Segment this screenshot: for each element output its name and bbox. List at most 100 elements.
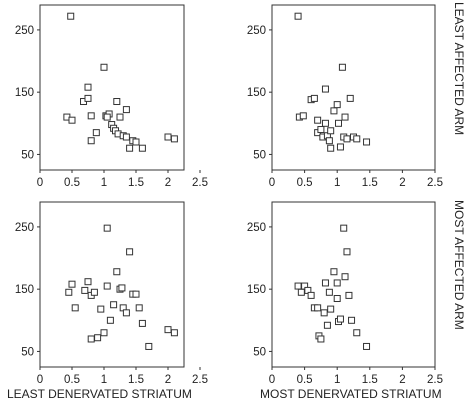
- data-point: [333, 295, 341, 303]
- x-tick-label: 0.5: [297, 374, 313, 386]
- data-point: [116, 113, 124, 121]
- x-tick-label: 0.5: [64, 374, 80, 386]
- data-point: [343, 135, 351, 143]
- data-point: [164, 133, 172, 141]
- y-tick-label: 50: [21, 149, 34, 161]
- data-point: [314, 116, 322, 124]
- data-point: [336, 143, 344, 151]
- data-point: [325, 137, 333, 145]
- x-tick-label: 0: [37, 177, 43, 189]
- data-point: [317, 126, 325, 134]
- data-point: [320, 309, 328, 317]
- x-tick-label: 0: [37, 374, 43, 386]
- data-point: [327, 305, 335, 313]
- data-point: [294, 282, 302, 290]
- plot-frame: [271, 201, 436, 368]
- data-point: [103, 224, 111, 232]
- data-point: [103, 113, 111, 121]
- data-point: [327, 127, 335, 135]
- x-tick-label: 0: [269, 177, 275, 189]
- data-point: [135, 304, 143, 312]
- data-point: [84, 94, 92, 102]
- data-point: [299, 112, 307, 120]
- data-point: [94, 334, 102, 342]
- data-point: [90, 288, 98, 296]
- data-point: [341, 273, 349, 281]
- data-point: [348, 316, 356, 324]
- data-point: [317, 335, 325, 343]
- data-point: [321, 279, 329, 287]
- data-point: [100, 63, 108, 71]
- x-tick-label: 1: [101, 177, 107, 189]
- data-point: [333, 101, 341, 109]
- data-point: [113, 98, 121, 106]
- data-point: [307, 291, 315, 299]
- data-point: [87, 137, 95, 145]
- plot-frame: [271, 4, 436, 171]
- y-tick-label: 250: [15, 222, 34, 234]
- data-point: [138, 319, 146, 327]
- x-tick-label: 1.5: [128, 374, 144, 386]
- x-tick-label: 2.5: [427, 374, 443, 386]
- y-tick-label: 150: [247, 284, 266, 296]
- x-tick-label: 2.5: [192, 374, 208, 386]
- data-point: [338, 63, 346, 71]
- x-tick-label: 1: [101, 374, 107, 386]
- scatter-panel-bottom-right: 0 0.5 1 1.5 2 2.5 50 150 250: [247, 201, 443, 386]
- row-label-bottom: MOST AFFECTED ARM: [452, 200, 466, 330]
- data-point: [325, 288, 333, 296]
- data-point: [122, 133, 130, 141]
- data-point: [343, 248, 351, 256]
- data-point: [346, 94, 354, 102]
- y-tick-label: 50: [253, 346, 266, 358]
- x-tick-label: 2: [165, 374, 171, 386]
- data-point: [327, 144, 335, 152]
- data-point: [340, 224, 348, 232]
- data-point: [321, 119, 329, 127]
- x-tick-label: 2: [399, 177, 405, 189]
- data-point: [118, 284, 126, 292]
- data-point: [87, 335, 95, 343]
- data-point: [84, 278, 92, 286]
- data-point: [87, 112, 95, 120]
- data-point: [294, 12, 302, 20]
- x-tick-label: 0.5: [64, 177, 80, 189]
- data-point: [138, 144, 146, 152]
- x-tick-label: 1: [334, 374, 340, 386]
- y-tick-label: 250: [247, 222, 266, 234]
- data-point: [68, 116, 76, 124]
- x-tick-label: 2.5: [192, 177, 208, 189]
- data-point: [110, 301, 118, 309]
- data-point: [100, 329, 108, 337]
- data-point: [145, 342, 153, 350]
- data-point: [335, 119, 343, 127]
- y-tick-label: 250: [15, 25, 34, 37]
- x-axis-label-right: MOST DENERVATED STRIATUM: [260, 387, 442, 401]
- data-point: [103, 282, 111, 290]
- data-point: [68, 280, 76, 288]
- data-point: [132, 290, 140, 298]
- data-point: [126, 144, 134, 152]
- data-point: [164, 326, 172, 334]
- data-point: [363, 138, 371, 146]
- plot-frame: [39, 201, 185, 368]
- y-tick-label: 150: [15, 87, 34, 99]
- data-point: [341, 113, 349, 121]
- y-tick-label: 50: [253, 149, 266, 161]
- data-point: [170, 135, 178, 143]
- data-point: [84, 83, 92, 91]
- data-point: [132, 138, 140, 146]
- x-tick-label: 2: [165, 177, 171, 189]
- scatter-panel-bottom-left: 0 0.5 1 1.5 2 2.5 50 150 250: [15, 201, 208, 386]
- scatter-panel-top-right: 0 0.5 1 1.5 2 2.5 50 150 250: [247, 4, 443, 189]
- scatter-panel-top-left: 0 0.5 1 1.5 2 2.5 50 150 250: [15, 4, 208, 189]
- data-point: [67, 12, 75, 20]
- data-point: [353, 135, 361, 143]
- x-tick-label: 2: [399, 374, 405, 386]
- plot-frame: [39, 4, 185, 171]
- y-tick-label: 150: [15, 284, 34, 296]
- data-point: [310, 94, 318, 102]
- data-point: [106, 316, 114, 324]
- data-point: [71, 304, 79, 312]
